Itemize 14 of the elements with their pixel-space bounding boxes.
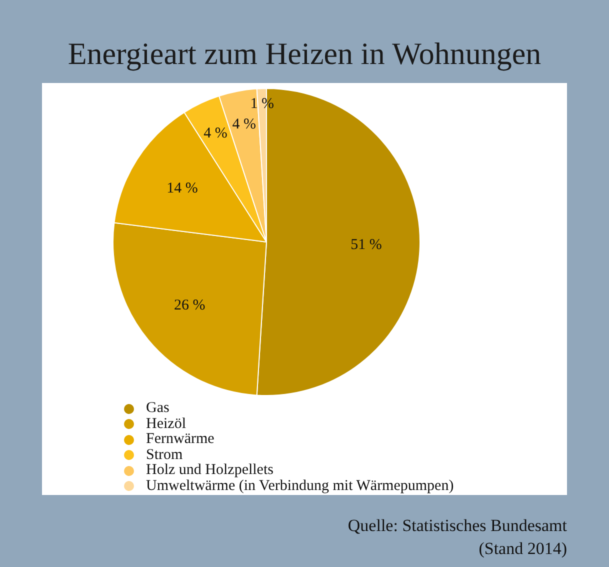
data-label: 14 % <box>166 180 198 196</box>
legend-label: Gas <box>146 400 170 418</box>
legend-label: Umweltwärme (in Verbindung mit Wärmepumpen) <box>146 478 454 495</box>
data-label: 4 % <box>204 126 228 142</box>
data-label: 51 % <box>350 237 382 254</box>
legend-label: Fernwärme <box>146 431 214 448</box>
chart-title: Energieart zum Heizen in Wohnungen <box>66 36 542 72</box>
data-label: 4 % <box>232 116 256 132</box>
source-note: Quelle: Statistisches Bundesamt <box>348 515 567 537</box>
legend-label: Holz und Holzpellets <box>146 462 274 480</box>
legend-label: Heizöl <box>146 416 186 433</box>
legend-label: Strom <box>146 446 183 464</box>
text: (Stand 2014) <box>478 538 567 560</box>
data-label: 26 % <box>174 298 206 314</box>
